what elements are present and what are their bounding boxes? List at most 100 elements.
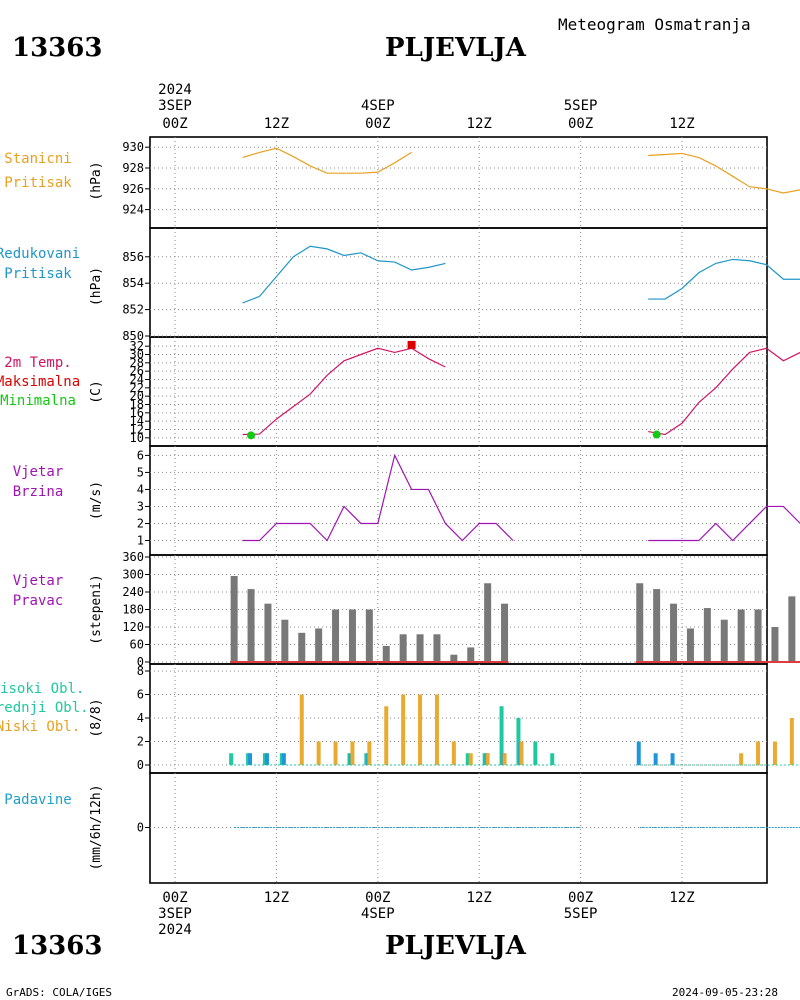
wind-direction-bar	[281, 619, 289, 662]
bottom-time-tick-label: 12Z	[264, 890, 289, 906]
wind-direction-bar	[484, 583, 492, 662]
bottom-time-tick-label: 00Z	[568, 890, 593, 906]
pressure-line	[648, 152, 800, 194]
wind-direction-bar	[703, 608, 711, 662]
panel-label: Pritisak	[4, 266, 72, 282]
panel-label: Vjetar	[13, 464, 64, 480]
wind-direction-bar	[737, 609, 745, 662]
cloud-cover-bar-high	[229, 753, 234, 765]
chart-title: Meteogram Osmatranja	[558, 15, 751, 34]
y-tick-label: 32	[130, 339, 144, 353]
temperature-line	[648, 347, 800, 436]
cloud-cover-bar-low	[434, 694, 439, 765]
y-tick-label: 850	[122, 329, 144, 343]
station-id-bottom: 13363	[12, 931, 102, 961]
cloud-cover-bar-high	[533, 741, 538, 765]
wind-direction-bar	[788, 596, 796, 662]
y-tick-label: 14	[130, 414, 144, 428]
cloud-cover-bar-low	[333, 741, 338, 765]
cloud-cover-bar-low	[299, 694, 304, 765]
cloud-cover-bar-high	[499, 706, 504, 765]
cloud-cover-bar-high	[465, 753, 470, 765]
panel-frame	[149, 136, 768, 229]
cloud-cover-bar-low	[451, 741, 456, 765]
y-tick-label: 300	[122, 568, 144, 582]
cloud-cover-bar-low	[468, 753, 473, 765]
bottom-day-label: 3SEP	[158, 906, 192, 922]
bottom-time-tick-label: 00Z	[365, 890, 390, 906]
cloud-cover-bar-low	[502, 753, 507, 765]
y-tick-label: 928	[122, 161, 144, 175]
panel-label: Stanicni	[4, 151, 71, 167]
y-tick-label: 30	[130, 348, 144, 362]
y-tick-label: 856	[122, 250, 144, 264]
cloud-cover-bar-low	[739, 753, 744, 765]
wind-direction-bar	[450, 654, 458, 662]
panel-label: Niski Obl.	[0, 719, 80, 735]
y-tick-label: 26	[130, 364, 144, 378]
max-temp-marker	[407, 340, 416, 349]
y-tick-label: 20	[130, 389, 144, 403]
cloud-cover-bar-mid	[248, 753, 253, 765]
cloud-cover-bar-low	[350, 741, 355, 765]
y-tick-label: 6	[137, 448, 144, 462]
y-tick-label: 2	[137, 516, 144, 530]
reduced-pressure-line	[648, 258, 800, 300]
wind-direction-bar	[332, 609, 340, 662]
panel-label: 2m Temp.	[4, 355, 71, 371]
y-tick-label: 22	[130, 381, 144, 395]
y-tick-label: 0	[137, 758, 144, 772]
panel-unit-label: (hPa)	[89, 267, 104, 306]
wind-direction-bar	[348, 609, 356, 662]
top-time-tick-label: 00Z	[162, 116, 187, 132]
wind-direction-bar	[264, 603, 272, 662]
top-day-label: 3SEP	[158, 98, 192, 114]
y-tick-label: 18	[130, 398, 144, 412]
wind-direction-bar	[636, 583, 644, 662]
panel-label: Vjetar	[13, 573, 64, 589]
y-tick-label: 0	[137, 821, 144, 835]
min-temp-marker	[652, 430, 661, 439]
y-tick-label: 12	[130, 423, 144, 437]
station-name-bottom: PLJEVLJA	[385, 931, 527, 961]
y-tick-label: 1	[137, 533, 144, 547]
min-temp-marker	[247, 431, 256, 440]
y-tick-label: 924	[122, 203, 144, 217]
cloud-cover-bar-low	[756, 741, 761, 765]
wind-direction-bar	[416, 634, 424, 662]
wind-direction-bar	[653, 589, 661, 662]
cloud-cover-bar-mid	[653, 753, 658, 765]
panel-frame	[149, 227, 768, 338]
cloud-cover-bar-mid	[670, 753, 675, 765]
wind-direction-bar	[247, 589, 255, 662]
y-tick-label: 5	[137, 465, 144, 479]
top-time-tick-label: 00Z	[568, 116, 593, 132]
wind-direction-bar	[754, 609, 762, 662]
axes-layer: Stanicni Pritisak (hPa) Redukovani Pritisak (…	[0, 82, 768, 938]
cloud-cover-bar-low	[401, 694, 406, 765]
panel-label: Srednji Obl.	[0, 700, 89, 716]
panel-unit-label: (C)	[89, 380, 104, 403]
wind-direction-bar	[467, 647, 475, 662]
wind-direction-bar	[315, 628, 323, 662]
wind-direction-bar	[298, 632, 306, 662]
y-tick-label: 926	[122, 182, 144, 196]
y-tick-label: 6	[137, 688, 144, 702]
y-tick-label: 4	[137, 711, 144, 725]
cloud-cover-bar-low	[418, 694, 423, 765]
y-tick-label: 930	[122, 140, 144, 154]
panel-label: Redukovani	[0, 246, 80, 262]
y-tick-label: 2	[137, 735, 144, 749]
panel-label: Padavine	[4, 792, 71, 808]
wind-direction-bar	[382, 645, 390, 662]
y-tick-label: 180	[122, 603, 144, 617]
wind-direction-bar	[365, 609, 373, 662]
cloud-cover-bar-low	[789, 718, 794, 765]
cloud-cover-bar-high	[550, 753, 555, 765]
wind-direction-bar	[433, 634, 441, 662]
panel-label: Visoki Obl.	[0, 681, 84, 697]
bottom-time-tick-label: 12Z	[467, 890, 492, 906]
y-tick-label: 10	[130, 431, 144, 445]
wind-direction-bar	[771, 627, 779, 662]
